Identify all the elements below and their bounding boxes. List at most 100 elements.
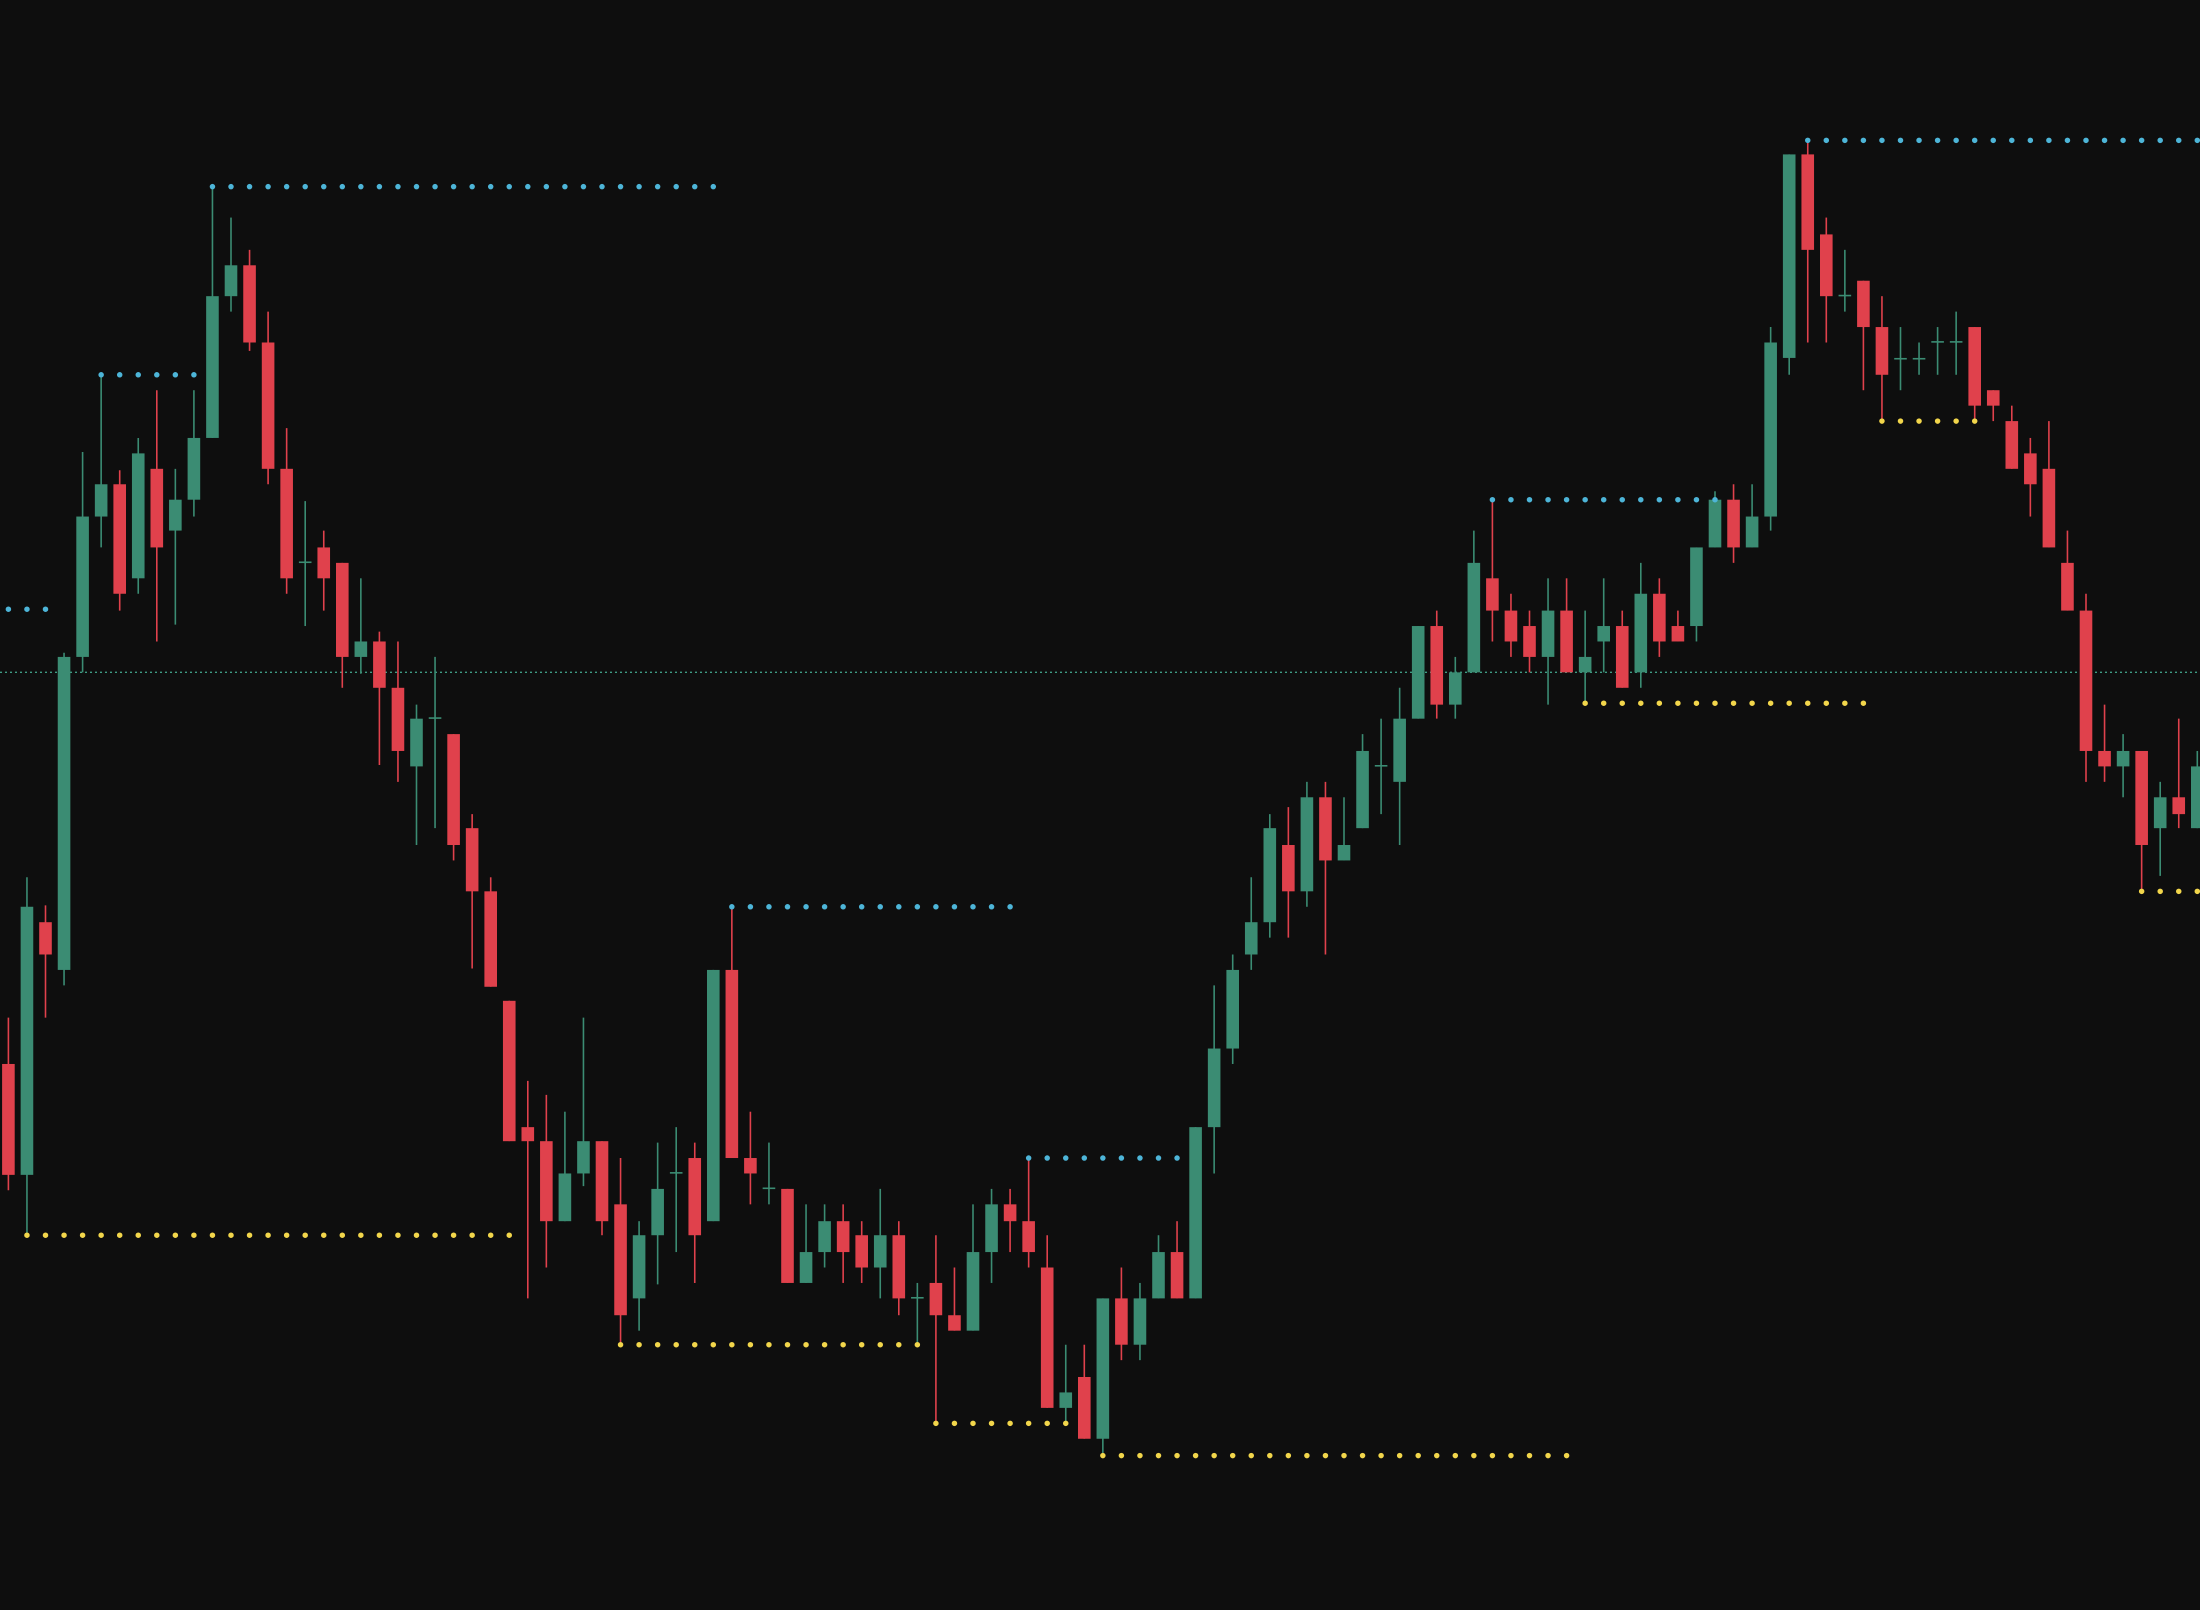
candle-body bbox=[1115, 1298, 1128, 1345]
candle-body bbox=[558, 1173, 572, 1222]
candle-body bbox=[20, 906, 34, 1175]
candle-body bbox=[2005, 421, 2019, 469]
candle-body bbox=[1653, 593, 1666, 642]
candle-body bbox=[2, 1063, 15, 1175]
candle-body bbox=[1875, 327, 1889, 375]
candle-body bbox=[836, 1221, 850, 1253]
candle-body bbox=[725, 969, 739, 1159]
candle-body bbox=[1170, 1252, 1184, 1299]
candle-body bbox=[521, 1127, 535, 1142]
candle-body bbox=[1912, 357, 1926, 360]
candle-body bbox=[1782, 154, 1796, 358]
candle-body bbox=[1597, 626, 1610, 642]
candle-body bbox=[484, 891, 497, 987]
candle-body bbox=[391, 687, 405, 751]
candle-body bbox=[39, 922, 52, 955]
candle-body bbox=[707, 969, 720, 1222]
candle-body bbox=[1708, 499, 1722, 548]
candle-body bbox=[1727, 499, 1740, 548]
candle-body bbox=[1541, 610, 1555, 657]
candle-body bbox=[317, 547, 331, 579]
candle-body bbox=[2135, 750, 2148, 846]
candle-body bbox=[1078, 1376, 1091, 1439]
candle-body bbox=[2079, 610, 2093, 751]
candle-body bbox=[2116, 750, 2130, 767]
candle-body bbox=[948, 1315, 961, 1331]
candle-body bbox=[428, 717, 442, 719]
candle-body bbox=[1857, 280, 1870, 328]
candle-body bbox=[1523, 626, 1536, 657]
candle-body bbox=[1411, 626, 1425, 719]
candle-body bbox=[1504, 610, 1518, 642]
candle-body bbox=[2098, 750, 2111, 767]
candle-body bbox=[669, 1172, 683, 1174]
candle-body bbox=[1634, 593, 1648, 673]
candle-body bbox=[113, 484, 126, 594]
candle-body bbox=[540, 1141, 553, 1222]
candle-body bbox=[1820, 234, 1833, 297]
candle-body bbox=[410, 718, 423, 767]
candle-body bbox=[1745, 516, 1759, 548]
candle-body bbox=[1022, 1221, 1035, 1253]
candle-body bbox=[632, 1235, 646, 1299]
candle-body bbox=[206, 296, 219, 438]
candle-body bbox=[1207, 1048, 1221, 1128]
candle-body bbox=[2153, 797, 2167, 829]
candle-body bbox=[2024, 453, 2037, 485]
candle-body bbox=[1949, 341, 1963, 343]
candle-body bbox=[336, 562, 349, 657]
candle-body bbox=[1467, 562, 1481, 673]
candle-body bbox=[243, 265, 256, 343]
candle-body bbox=[1244, 922, 1258, 955]
candle-body bbox=[2191, 766, 2200, 829]
candle-body bbox=[502, 1000, 516, 1142]
candle-body bbox=[1671, 626, 1685, 642]
candle-body bbox=[1560, 610, 1573, 673]
candle-body bbox=[447, 734, 460, 846]
candle-body bbox=[57, 656, 71, 970]
candle-body bbox=[1003, 1204, 1017, 1222]
candle-body bbox=[1986, 390, 2000, 406]
candle-body bbox=[1430, 626, 1444, 705]
candle-body bbox=[1393, 718, 1406, 782]
candle-body bbox=[911, 1296, 924, 1299]
candle-body bbox=[892, 1235, 906, 1299]
candle-body bbox=[1133, 1298, 1147, 1345]
candle-body bbox=[2172, 797, 2186, 815]
candle-body bbox=[1894, 357, 1907, 360]
candle-body bbox=[1931, 341, 1944, 343]
candle-body bbox=[1968, 327, 1981, 406]
candle-body bbox=[966, 1252, 980, 1331]
candle-body bbox=[614, 1204, 627, 1316]
candle-body bbox=[169, 499, 182, 531]
candle-body bbox=[762, 1187, 776, 1190]
candle-body bbox=[1263, 828, 1277, 923]
candle-body bbox=[873, 1235, 887, 1268]
candle-body bbox=[373, 641, 386, 688]
candle-body bbox=[1189, 1127, 1202, 1299]
candle-body bbox=[261, 342, 275, 469]
candle-body bbox=[224, 265, 238, 297]
candle-body bbox=[1356, 750, 1369, 829]
candle-body bbox=[2042, 468, 2056, 548]
candle-body bbox=[1152, 1252, 1165, 1299]
candle-body bbox=[1801, 154, 1815, 250]
candle-body bbox=[1337, 845, 1351, 861]
candle-body bbox=[577, 1141, 590, 1174]
candle-body bbox=[1282, 845, 1295, 892]
candle-body bbox=[1690, 547, 1703, 627]
candle-body bbox=[131, 453, 145, 579]
candle-body bbox=[280, 468, 293, 579]
candle-body bbox=[799, 1252, 813, 1283]
candle-body bbox=[1449, 672, 1462, 705]
candle-body bbox=[1319, 797, 1332, 861]
candle-body bbox=[651, 1188, 664, 1236]
candle-body bbox=[187, 437, 201, 500]
candle-body bbox=[818, 1221, 831, 1253]
candle-body bbox=[1040, 1267, 1054, 1408]
candle-body bbox=[744, 1158, 757, 1174]
candle-body bbox=[855, 1235, 868, 1268]
candle-body bbox=[298, 561, 312, 564]
